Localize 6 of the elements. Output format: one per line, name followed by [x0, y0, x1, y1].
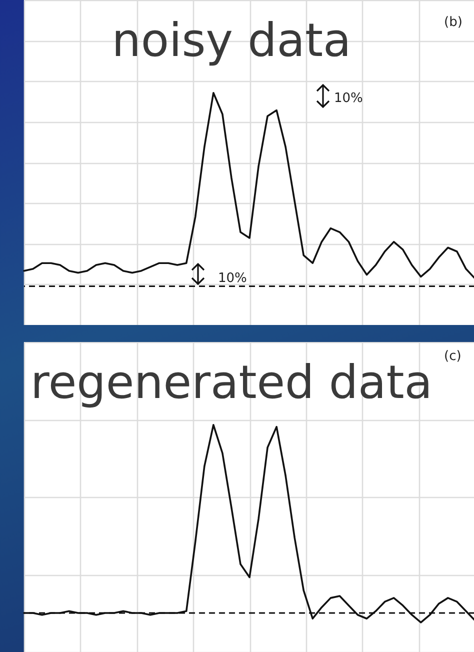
- annotation: 10%: [218, 271, 247, 286]
- annotation: 10%: [334, 91, 363, 106]
- text: (b): [444, 15, 462, 30]
- chart-title: regenerated data: [30, 355, 432, 409]
- text: (c): [444, 349, 462, 364]
- chart-title: noisy data: [112, 13, 352, 67]
